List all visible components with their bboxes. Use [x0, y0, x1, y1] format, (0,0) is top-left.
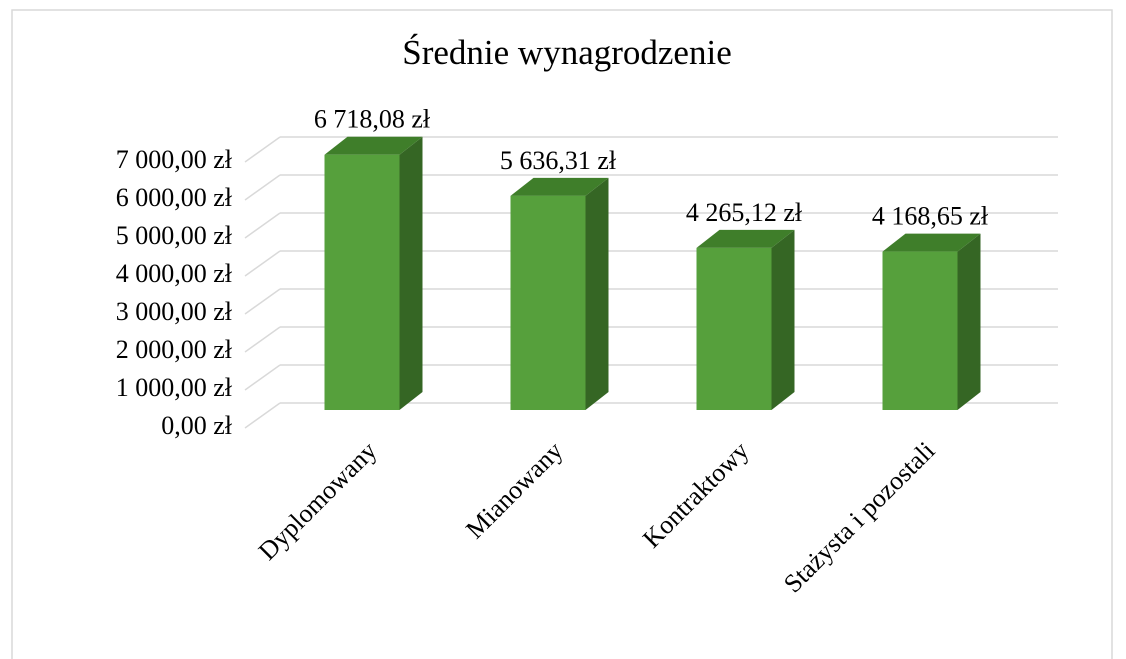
bar — [324, 154, 400, 410]
bar-side — [399, 136, 423, 411]
chart-title: Średnie wynagrodzenie — [402, 32, 731, 72]
bar — [882, 251, 958, 410]
grid-line — [244, 174, 281, 201]
y-tick-label: 5 000,00 zł — [116, 221, 233, 250]
y-tick-label: 1 000,00 zł — [116, 373, 233, 402]
grid-line — [244, 212, 281, 239]
y-tick-label: 2 000,00 zł — [116, 335, 233, 364]
data-label: 4 168,65 zł — [872, 202, 989, 231]
data-label: 4 265,12 zł — [686, 198, 803, 227]
bar — [696, 247, 772, 410]
y-tick-label: 3 000,00 zł — [116, 297, 233, 326]
bar-3d — [324, 136, 423, 411]
bar-3d — [696, 229, 795, 410]
bar-side — [585, 177, 609, 410]
bar-top — [510, 177, 609, 196]
bar-top — [882, 233, 981, 252]
data-label: 6 718,08 zł — [314, 105, 431, 134]
y-tick-label: 7 000,00 zł — [116, 145, 233, 174]
bar-side — [771, 229, 795, 410]
bar-3d — [510, 177, 609, 410]
bar-side — [957, 233, 981, 410]
y-tick-label: 6 000,00 zł — [116, 183, 233, 212]
grid-line — [244, 326, 281, 353]
data-label: 5 636,31 zł — [500, 146, 617, 175]
bar-top — [696, 229, 795, 248]
bar-top — [324, 136, 423, 155]
y-tick-label: 0,00 zł — [161, 411, 233, 440]
grid-line — [244, 250, 281, 277]
grid-line — [244, 364, 281, 391]
grid-line — [244, 288, 281, 315]
grid-line — [244, 402, 281, 429]
bar-3d — [882, 233, 981, 410]
bar — [510, 195, 586, 410]
grid-line — [244, 136, 281, 163]
y-tick-label: 4 000,00 zł — [116, 259, 233, 288]
